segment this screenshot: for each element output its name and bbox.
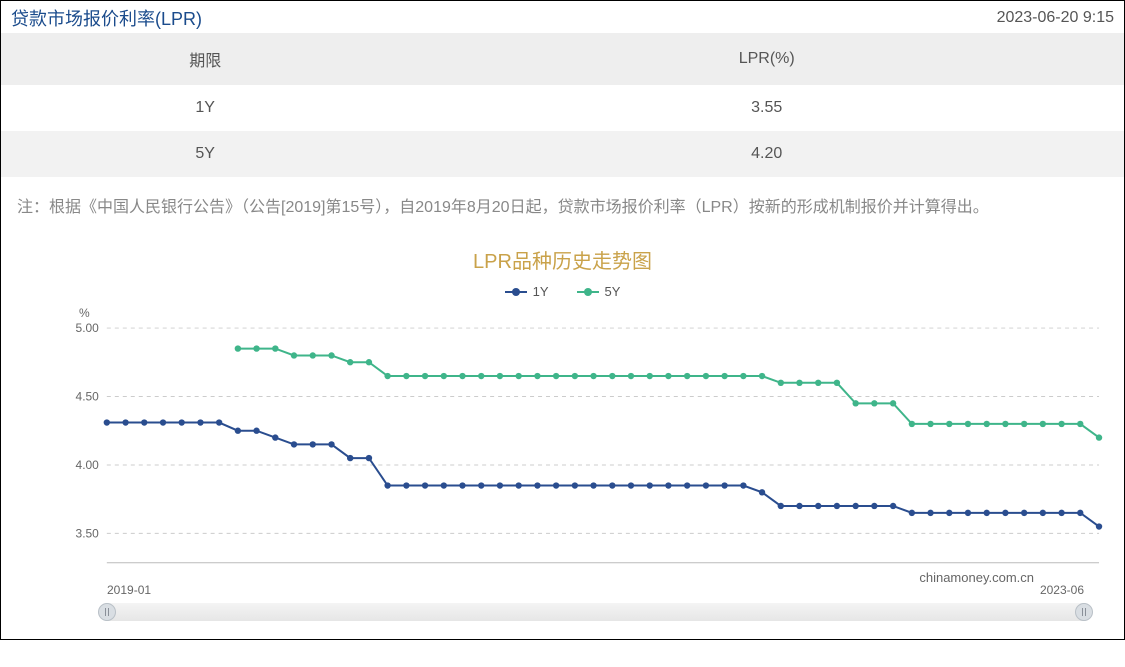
table-row: 5Y 4.20 bbox=[1, 131, 1124, 177]
col-term: 期限 bbox=[1, 33, 409, 85]
lpr-table: 期限 LPR(%) 1Y 3.55 5Y 4.20 bbox=[1, 33, 1124, 177]
legend-swatch-1y bbox=[505, 287, 527, 297]
legend-item-5y[interactable]: 5Y bbox=[577, 284, 621, 299]
scrubber-handle-left[interactable] bbox=[98, 603, 116, 621]
cell-term: 1Y bbox=[1, 85, 409, 131]
svg-text:4.50: 4.50 bbox=[76, 390, 100, 404]
timestamp: 2023-06-20 9:15 bbox=[997, 9, 1114, 27]
scrubber-handle-right[interactable] bbox=[1075, 603, 1093, 621]
header: 贷款市场报价利率(LPR) 2023-06-20 9:15 bbox=[1, 1, 1124, 33]
cell-lpr: 3.55 bbox=[409, 85, 1124, 131]
svg-text:4.00: 4.00 bbox=[76, 458, 100, 472]
col-lpr: LPR(%) bbox=[409, 33, 1124, 85]
time-range-scrubber[interactable] bbox=[107, 603, 1084, 621]
cell-lpr: 4.20 bbox=[409, 131, 1124, 177]
svg-text:5.00: 5.00 bbox=[76, 321, 100, 335]
page-title: 贷款市场报价利率(LPR) bbox=[11, 5, 202, 31]
svg-text:3.50: 3.50 bbox=[76, 526, 100, 540]
x-axis-labels: 2019-01 2023-06 bbox=[11, 581, 1114, 597]
footnote: 注：根据《中国人民银行公告》（公告[2019]第15号），自2019年8月20日… bbox=[1, 177, 1124, 237]
x-end-label: 2023-06 bbox=[1040, 583, 1084, 597]
legend-label-5y: 5Y bbox=[605, 284, 621, 299]
chart-title: LPR品种历史走势图 bbox=[1, 237, 1124, 278]
chart-legend: 1Y 5Y bbox=[1, 278, 1124, 301]
lpr-line-chart: 3.50 4.00 4.50 5.00 bbox=[11, 301, 1114, 581]
y-axis-unit: % bbox=[79, 306, 90, 320]
table-row: 1Y 3.55 bbox=[1, 85, 1124, 131]
table-header-row: 期限 LPR(%) bbox=[1, 33, 1124, 85]
chart-area: % 3.504.004.505.00 chinamoney.com.cn 201… bbox=[1, 301, 1124, 639]
legend-item-1y[interactable]: 1Y bbox=[505, 284, 549, 299]
legend-label-1y: 1Y bbox=[533, 284, 549, 299]
x-start-label: 2019-01 bbox=[107, 583, 151, 597]
cell-term: 5Y bbox=[1, 131, 409, 177]
legend-swatch-5y bbox=[577, 287, 599, 297]
